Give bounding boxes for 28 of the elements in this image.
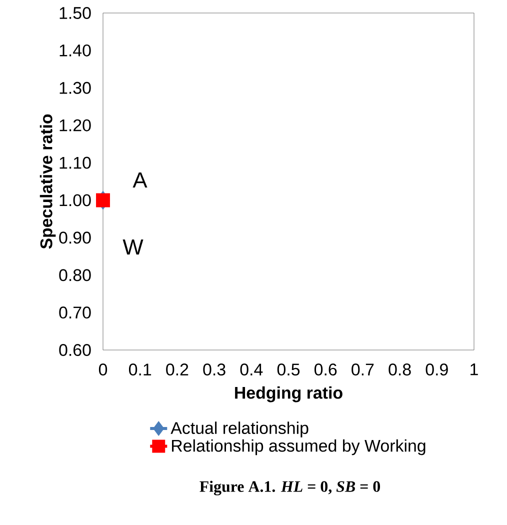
legend-label: Relationship assumed by Working — [172, 439, 426, 456]
annotation: A — [132, 172, 148, 188]
y-tick-label: 0.90 — [59, 232, 91, 244]
y-tick-label: 1.40 — [60, 44, 91, 56]
annotation: W — [122, 239, 144, 255]
legend-label: Actual relationship — [170, 422, 308, 438]
x-tick-label: 1 — [470, 364, 478, 376]
x-tick-label: 0.1 — [128, 364, 152, 376]
y-tick-label: 1.20 — [60, 119, 91, 132]
x-tick-label: 0.4 — [240, 364, 263, 376]
x-tick-label: 0.2 — [166, 364, 188, 376]
x-tick-label: 0.9 — [426, 364, 448, 376]
x-tick-label: 0.8 — [388, 364, 411, 376]
x-tick-label: 0.6 — [314, 364, 337, 376]
y-tick-label: 1.30 — [60, 82, 91, 94]
y-tick-label: 0.70 — [59, 306, 91, 319]
y-tick-label: 1.50 — [60, 7, 91, 20]
y-tick-label: 1.00 — [60, 194, 91, 206]
y-axis-title: Speculative ratio — [40, 114, 56, 249]
x-tick-label: 0.3 — [203, 364, 226, 376]
y-tick-label: 1.10 — [60, 156, 91, 169]
x-tick-label: 0.5 — [277, 364, 300, 376]
x-tick-label: 0.7 — [352, 364, 374, 376]
text: Figure A.1. HL = 0, SB = 0 — [200, 480, 380, 496]
y-tick-label: 0.80 — [59, 269, 91, 282]
y-tick-label: 0.60 — [59, 344, 91, 356]
x-axis-title: Hedging ratio — [235, 386, 342, 402]
x-tick-label: 0 — [98, 364, 108, 376]
